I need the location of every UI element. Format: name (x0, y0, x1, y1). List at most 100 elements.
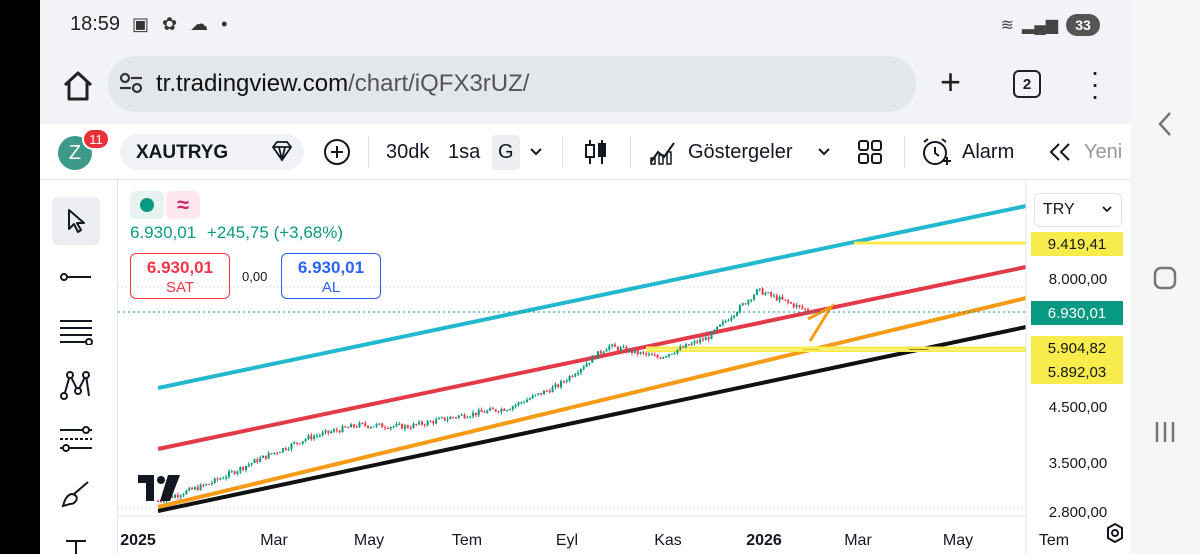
chart-toolbar: Z 11 XAUTRYG 30dk 1sa G Göstergeler (40, 124, 1130, 180)
currency-selector[interactable]: TRY (1034, 193, 1122, 227)
candle (491, 408, 494, 410)
brush-tool-icon[interactable] (52, 471, 100, 519)
candle (562, 381, 565, 383)
price-tick-label: 4.500,00 (1049, 399, 1107, 416)
buy-button[interactable]: 6.930,01 AL (281, 253, 381, 299)
candle (676, 349, 679, 354)
candle (602, 351, 605, 354)
price-chart[interactable]: 2025 Mar May Tem Eyl Kas 2026 Mar May Tem 8.000,0… (118, 181, 1130, 554)
candle (392, 426, 395, 428)
candle (279, 452, 282, 454)
wave-icon[interactable]: ≈ (166, 191, 200, 219)
timeframe-30m[interactable]: 30dk (386, 140, 430, 163)
candle (472, 412, 475, 417)
indicators-icon[interactable] (648, 124, 678, 180)
status-time: 18:59 (70, 13, 121, 35)
pattern-tool-icon[interactable] (52, 361, 100, 409)
timeframe-dropdown-icon[interactable] (528, 124, 544, 180)
orange-pattern-drawing[interactable] (807, 303, 836, 342)
candle (449, 417, 452, 420)
timeframe-daily[interactable]: G (492, 134, 520, 170)
status-dot-icon[interactable] (130, 191, 164, 219)
replay-button[interactable]: Yeni (1084, 140, 1123, 163)
black-trend-line[interactable] (157, 325, 1027, 513)
candle (395, 424, 398, 427)
alarm-icon[interactable] (920, 124, 952, 180)
candle (452, 417, 455, 419)
candle (205, 484, 208, 486)
candle (375, 424, 378, 427)
trend-line-tool-icon[interactable] (52, 253, 100, 301)
candlestick-type-icon[interactable] (584, 124, 608, 180)
candle (415, 423, 418, 425)
candle (534, 394, 537, 396)
candle (474, 412, 477, 416)
candle (673, 353, 676, 355)
candle (710, 331, 713, 340)
alarm-button[interactable]: Alarm (962, 140, 1015, 163)
site-settings-icon[interactable] (118, 70, 144, 102)
candle (480, 410, 483, 412)
address-bar[interactable]: tr.tradingview.com/chart/iQFX3rUZ/ (108, 56, 916, 112)
orange-trend-line[interactable] (157, 296, 1027, 509)
fib-tool-icon[interactable] (52, 307, 100, 355)
home-nav-icon[interactable] (1130, 248, 1200, 308)
candle (767, 292, 770, 294)
candle (804, 308, 807, 310)
candle (736, 312, 739, 316)
candle (355, 426, 358, 428)
text-tool-icon[interactable] (52, 521, 100, 554)
candle (227, 471, 230, 477)
candle (528, 398, 531, 400)
layout-grid-icon[interactable] (856, 124, 884, 180)
candle (684, 344, 687, 348)
tradingview-logo[interactable] (138, 475, 182, 506)
candle (665, 356, 668, 358)
candle (179, 495, 182, 497)
cursor-tool-icon[interactable] (52, 197, 100, 245)
more-menu-icon[interactable]: · · · (1090, 56, 1100, 111)
system-icons: ≋ ▂▄▆ 33 (1001, 14, 1100, 36)
time-axis[interactable]: 2025 Mar May Tem Eyl Kas 2026 Mar May Tem (120, 532, 1069, 549)
compare-add-icon[interactable] (322, 124, 352, 180)
candle (571, 376, 574, 378)
forecast-tool-icon[interactable] (52, 415, 100, 463)
buy-label: AL (321, 279, 341, 296)
back-icon[interactable] (1130, 94, 1200, 154)
new-tab-icon[interactable]: + (940, 61, 962, 102)
candle (347, 427, 350, 429)
candle (213, 478, 216, 483)
indicators-dropdown-icon[interactable] (816, 124, 832, 180)
candle (191, 487, 194, 490)
candle (778, 296, 781, 301)
candle (733, 315, 736, 318)
candle (293, 442, 296, 444)
candle (276, 452, 279, 454)
cyan-trend-line[interactable] (157, 204, 1027, 390)
chart-area[interactable]: 2025 Mar May Tem Eyl Kas 2026 Mar May Tem 8.000,0… (118, 181, 1130, 554)
candle (724, 321, 727, 323)
candle (318, 435, 321, 437)
home-icon[interactable] (58, 66, 98, 106)
candle (216, 478, 219, 480)
candle (469, 416, 472, 418)
recents-icon[interactable] (1130, 402, 1200, 462)
tab-switcher-button[interactable]: 2 (1013, 70, 1041, 98)
diamond-icon[interactable] (270, 140, 294, 167)
symbol-name: XAUTRYG (136, 142, 229, 163)
symbol-search-button[interactable]: XAUTRYG (120, 134, 304, 170)
indicators-button[interactable]: Göstergeler (688, 140, 793, 163)
candle (656, 355, 659, 358)
candle (789, 302, 792, 304)
url-text[interactable]: tr.tradingview.com/chart/iQFX3rUZ/ (156, 70, 529, 98)
candle (514, 404, 517, 407)
replay-icon[interactable] (1046, 124, 1074, 180)
candle (233, 471, 236, 474)
timeframe-1h[interactable]: 1sa (448, 140, 481, 163)
candle (171, 496, 174, 498)
sell-button[interactable]: 6.930,01 SAT (130, 253, 230, 299)
candle (219, 478, 222, 480)
candle (517, 402, 520, 405)
candle (202, 484, 205, 486)
settings-gear-icon[interactable] (1103, 521, 1127, 550)
